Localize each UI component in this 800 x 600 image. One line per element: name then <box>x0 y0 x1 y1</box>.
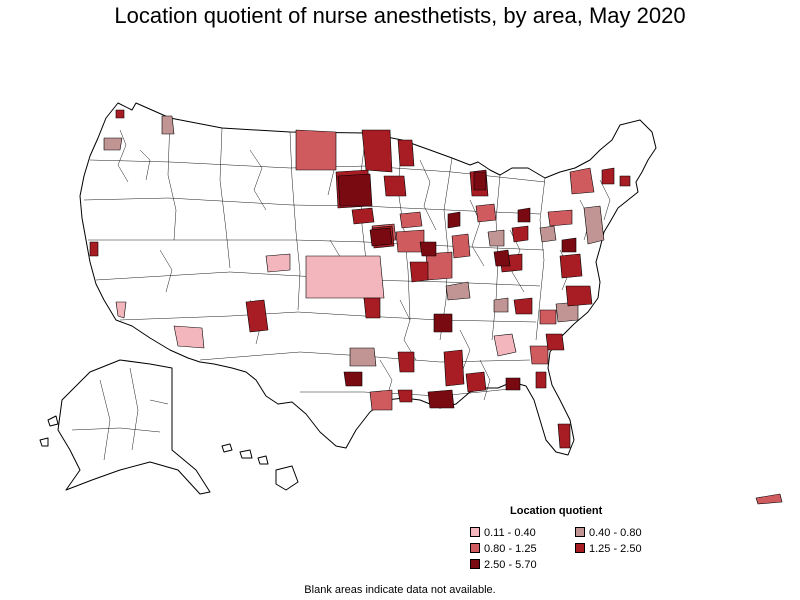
area-arizona-east <box>245 299 269 333</box>
legend-label-4: 2.50 - 5.70 <box>484 559 537 571</box>
area-indiana-area <box>451 233 471 259</box>
area-tennessee-west <box>433 313 453 333</box>
area-virginia-west <box>561 237 577 253</box>
area-washington-area <box>161 115 175 135</box>
area-south-dakota-east <box>337 173 373 207</box>
legend-title: Location quotient <box>510 505 603 517</box>
area-pennsylvania-central <box>547 209 573 227</box>
area-maine-area <box>619 175 631 187</box>
area-virginia-area <box>583 205 605 245</box>
area-oklahoma-east <box>363 297 381 319</box>
area-phoenix <box>173 325 205 349</box>
area-puerto-rico <box>755 493 783 505</box>
area-iowa-north <box>351 207 375 225</box>
area-california-central <box>89 241 99 257</box>
area-georgia-area <box>529 345 549 365</box>
area-florida-east <box>535 371 547 389</box>
area-mississippi-area <box>443 349 465 387</box>
area-south-carolina <box>545 333 565 351</box>
area-louisiana-east <box>427 389 455 409</box>
area-north-dakota <box>295 129 337 171</box>
legend-item-4: 2.50 - 5.70 <box>470 559 537 572</box>
area-new-york-area <box>569 167 595 195</box>
area-minnesota-south <box>383 175 407 197</box>
legend-swatch-3 <box>575 543 585 553</box>
area-michigan-central <box>473 171 487 191</box>
area-north-carolina-area <box>539 309 557 325</box>
area-pennsylvania-area <box>539 225 557 243</box>
area-ohio-east <box>511 225 529 243</box>
area-tennessee-area <box>493 297 509 313</box>
legend-swatch-2 <box>470 543 480 553</box>
legend: Location quotient 0.11 - 0.40 0.40 - 0.8… <box>470 505 670 577</box>
area-oregon-area <box>103 137 123 151</box>
hawaii <box>221 443 299 491</box>
area-minnesota-north <box>361 129 393 173</box>
area-tennessee-east <box>513 297 533 315</box>
area-washington-coast <box>115 109 125 119</box>
area-wisconsin-east <box>447 211 461 229</box>
area-iowa-area <box>399 211 423 229</box>
area-illinois-west <box>419 241 437 257</box>
area-arkansas-area <box>397 351 415 373</box>
area-colorado-area <box>265 253 291 273</box>
legend-label-1: 0.40 - 0.80 <box>589 527 642 539</box>
area-wisconsin-north <box>397 139 415 167</box>
footnote: Blank areas indicate data not available. <box>304 584 496 596</box>
area-north-carolina-east <box>565 285 593 307</box>
lq-areas <box>89 109 783 505</box>
map-title: Location quotient of nurse anesthetists,… <box>114 3 686 28</box>
area-florida-south <box>557 423 571 449</box>
area-louisiana-west <box>397 389 413 403</box>
area-maryland-area <box>559 253 583 279</box>
area-alabama-gulf <box>465 371 487 393</box>
area-southern-california <box>115 301 127 319</box>
area-iowa-west <box>369 227 393 247</box>
area-texas-east <box>343 371 363 387</box>
area-houston-area <box>369 389 393 411</box>
legend-item-1: 0.40 - 0.80 <box>575 527 642 540</box>
legend-swatch-1 <box>575 527 585 537</box>
legend-label-3: 1.25 - 2.50 <box>589 543 642 555</box>
area-oklahoma-area <box>349 347 377 367</box>
area-new-york-north <box>601 167 615 185</box>
area-illinois-area <box>409 261 429 283</box>
legend-item-0: 0.11 - 0.40 <box>470 527 536 540</box>
area-kentucky-area <box>445 281 471 301</box>
area-ohio-area <box>487 229 505 247</box>
area-atlanta <box>493 333 517 357</box>
alaska <box>39 359 211 495</box>
legend-label-2: 0.80 - 1.25 <box>484 543 537 555</box>
legend-item-2: 0.80 - 1.25 <box>470 543 537 556</box>
legend-swatch-4 <box>470 559 480 569</box>
legend-swatch-0 <box>470 527 480 537</box>
area-ohio-north <box>517 207 531 223</box>
area-kentucky-central <box>493 249 511 267</box>
area-iowa-east <box>395 229 425 253</box>
area-georgia-south <box>505 377 521 391</box>
area-kansas-nonmetro <box>305 255 385 299</box>
area-michigan-area <box>475 203 497 223</box>
legend-label-0: 0.11 - 0.40 <box>484 527 536 539</box>
legend-item-3: 1.25 - 2.50 <box>575 543 642 556</box>
